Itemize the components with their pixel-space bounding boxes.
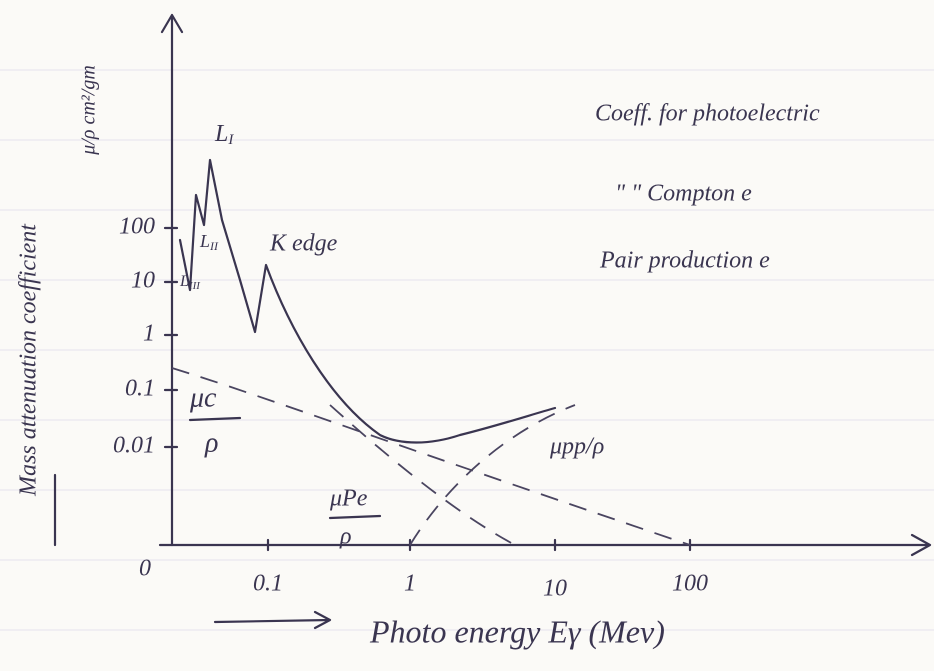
edge-l: L (214, 121, 228, 147)
pair-label: μpp/ρ (549, 434, 604, 460)
edge-sub: I (227, 132, 234, 148)
edge-l: L (199, 231, 210, 251)
note: " " Compton e (615, 181, 752, 207)
page: Mass attenuation coefficient μ/ρ cm²/gm … (0, 0, 934, 671)
edge-l: L (179, 273, 189, 290)
compton-label-den: ρ (204, 427, 218, 458)
edge-sub: II (209, 239, 219, 253)
x-axis-title: Photo energy Eγ (Mev) (369, 613, 665, 649)
note: Pair production e (599, 248, 770, 274)
y-tick-label: 1 (143, 321, 155, 347)
y-tick-label: 10 (131, 268, 155, 294)
edge-sub: III (188, 280, 201, 292)
photo-label-den: ρ (339, 524, 352, 550)
x-tick-label: 0.1 (253, 571, 283, 597)
x-tick-label: 1 (404, 571, 416, 597)
y-axis-title: Mass attenuation coefficient (16, 223, 42, 497)
x-tick-label: 10 (543, 576, 567, 602)
y-tick-label: 0.01 (113, 433, 155, 459)
photo-label: μPe (329, 486, 368, 512)
y-tick-label: 0.1 (125, 376, 155, 402)
note: Coeff. for photoelectric (595, 101, 820, 127)
y-tick-label: 100 (119, 214, 155, 240)
x-tick-label: 100 (672, 571, 708, 597)
compton-label: μc (189, 382, 217, 413)
origin-label: 0 (139, 556, 151, 582)
y-axis-unit: μ/ρ cm²/gm (78, 65, 100, 156)
k-edge-label: K edge (269, 231, 338, 257)
